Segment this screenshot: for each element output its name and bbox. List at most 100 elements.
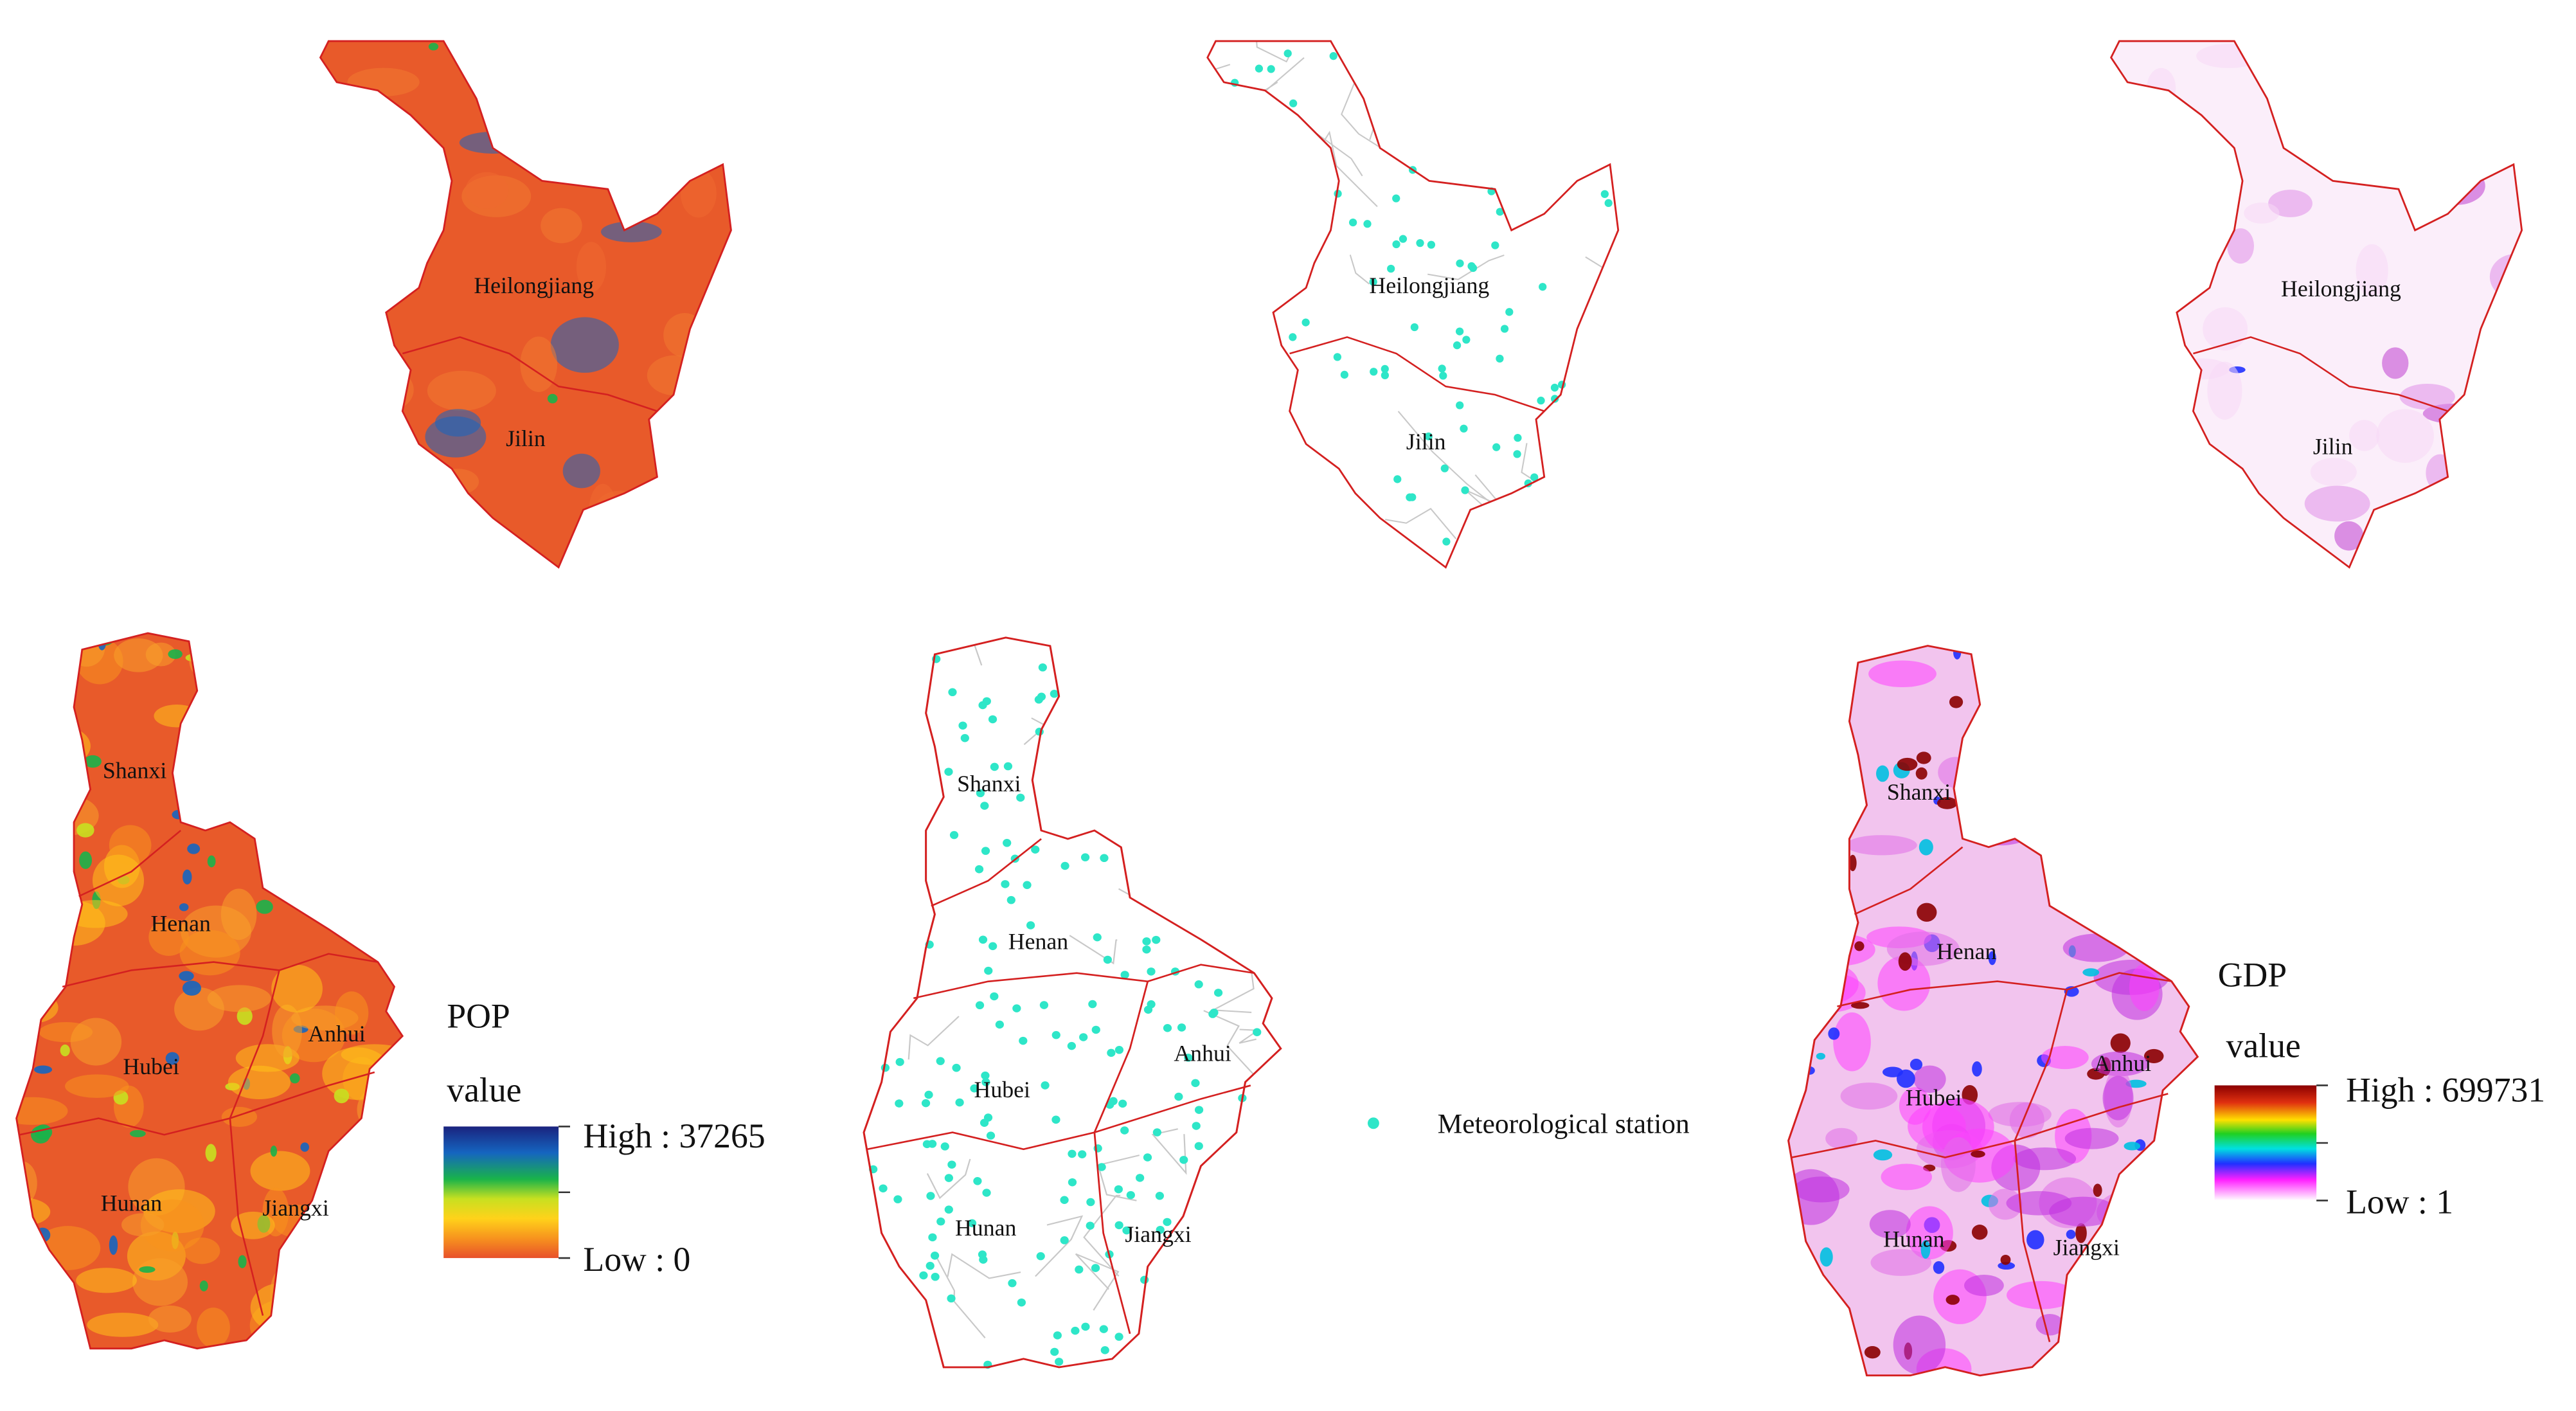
raster-cell xyxy=(2512,362,2522,371)
raster-cell xyxy=(719,537,731,550)
raster-cell xyxy=(2118,1171,2163,1225)
raster-cell xyxy=(2327,102,2340,116)
raster-cell xyxy=(1913,1065,1946,1093)
station-point xyxy=(1440,464,1449,472)
raster-cell xyxy=(2244,202,2280,224)
raster-cell xyxy=(1870,1249,1932,1276)
station-point xyxy=(921,1099,931,1108)
raster-cell xyxy=(350,663,361,677)
raster-cell xyxy=(76,1268,138,1293)
raster-cell xyxy=(353,1113,403,1146)
raster-cell xyxy=(140,1199,204,1252)
station-point xyxy=(944,1205,953,1214)
region-label: Shanxi xyxy=(1887,779,1951,805)
station-point xyxy=(1080,853,1090,861)
station-point xyxy=(1060,861,1069,870)
station-point xyxy=(926,1261,935,1270)
station-point xyxy=(930,1252,940,1260)
county-boundary xyxy=(1230,1246,1281,1281)
raster-cell xyxy=(382,800,403,853)
raster-cell xyxy=(562,453,600,489)
raster-cell xyxy=(253,689,285,710)
region-label: Hubei xyxy=(1906,1085,1962,1111)
raster-cell xyxy=(1835,670,1856,679)
raster-cell xyxy=(202,661,216,674)
station-point xyxy=(981,1071,990,1080)
county-boundary xyxy=(1349,254,1370,285)
station-point xyxy=(1081,1322,1090,1331)
station-point xyxy=(1406,493,1414,501)
station-point xyxy=(1093,933,1102,942)
raster-cell xyxy=(207,985,271,1012)
raster-cell xyxy=(1945,1295,1960,1305)
station-point xyxy=(936,1057,945,1065)
station-point xyxy=(1147,1000,1156,1009)
station-point xyxy=(1289,99,1298,107)
station-point xyxy=(1142,945,1151,954)
county-boundary xyxy=(1046,712,1097,754)
station-point xyxy=(982,1189,991,1197)
raster-cell xyxy=(76,823,94,838)
raster-cell xyxy=(182,980,201,996)
raster-cell xyxy=(2452,397,2520,444)
raster-cell xyxy=(299,804,353,841)
station-point xyxy=(928,1233,937,1242)
raster-cell xyxy=(238,753,253,766)
raster-cell xyxy=(1793,1176,1850,1203)
raster-cell xyxy=(334,774,342,786)
station-point xyxy=(949,831,959,840)
raster-cell xyxy=(1873,1149,1893,1161)
station-point xyxy=(1142,937,1151,946)
station-point xyxy=(1438,364,1446,373)
region-outline xyxy=(1206,40,1620,569)
county-boundary xyxy=(1541,121,1615,168)
station-point xyxy=(1213,989,1223,997)
raster-cell xyxy=(1967,816,2034,846)
station-point xyxy=(1109,1097,1118,1106)
raster-cell xyxy=(2032,759,2090,788)
raster-cell xyxy=(179,737,198,755)
station-point xyxy=(976,789,985,798)
raster-cell xyxy=(2109,1354,2118,1367)
station-point xyxy=(1467,262,1476,271)
raster-cell xyxy=(1788,1282,1829,1304)
station-point xyxy=(895,1099,904,1108)
raster-cell xyxy=(541,208,582,244)
raster-cell xyxy=(550,317,619,373)
province-boundary xyxy=(229,970,280,1119)
raster-cell xyxy=(2154,645,2174,656)
raster-cell xyxy=(381,1261,395,1279)
station-point xyxy=(936,1218,945,1226)
raster-cell xyxy=(1916,751,1931,764)
station-point xyxy=(1147,967,1156,976)
map-panel xyxy=(15,632,404,1350)
station-point xyxy=(1333,353,1341,361)
raster-cell xyxy=(2169,679,2187,688)
map-panel xyxy=(2109,40,2523,569)
province-boundary xyxy=(402,336,657,412)
raster-cell xyxy=(459,131,528,154)
raster-cell xyxy=(2356,244,2388,297)
raster-cell xyxy=(187,843,201,854)
station-point xyxy=(1208,1010,1217,1018)
raster-cell xyxy=(207,855,216,868)
raster-cell xyxy=(220,888,257,940)
raster-cell xyxy=(2099,1304,2175,1354)
raster-cell xyxy=(2196,44,2262,68)
legend-title: POP xyxy=(447,996,510,1035)
map-panel xyxy=(1206,40,1620,569)
station-point xyxy=(988,942,997,951)
raster-cell xyxy=(399,488,437,523)
station-point xyxy=(1289,333,1297,341)
raster-cell xyxy=(1933,1261,1945,1274)
raster-cell xyxy=(2155,922,2188,945)
raster-cell xyxy=(363,720,401,774)
raster-cell xyxy=(2075,1223,2087,1243)
raster-cell xyxy=(2112,1194,2181,1237)
raster-cell xyxy=(270,1146,278,1157)
station-point xyxy=(1091,1025,1100,1034)
raster-cell xyxy=(2072,895,2080,910)
raster-cell xyxy=(2133,242,2163,274)
raster-cell xyxy=(29,726,91,767)
raster-cell xyxy=(2334,116,2347,132)
